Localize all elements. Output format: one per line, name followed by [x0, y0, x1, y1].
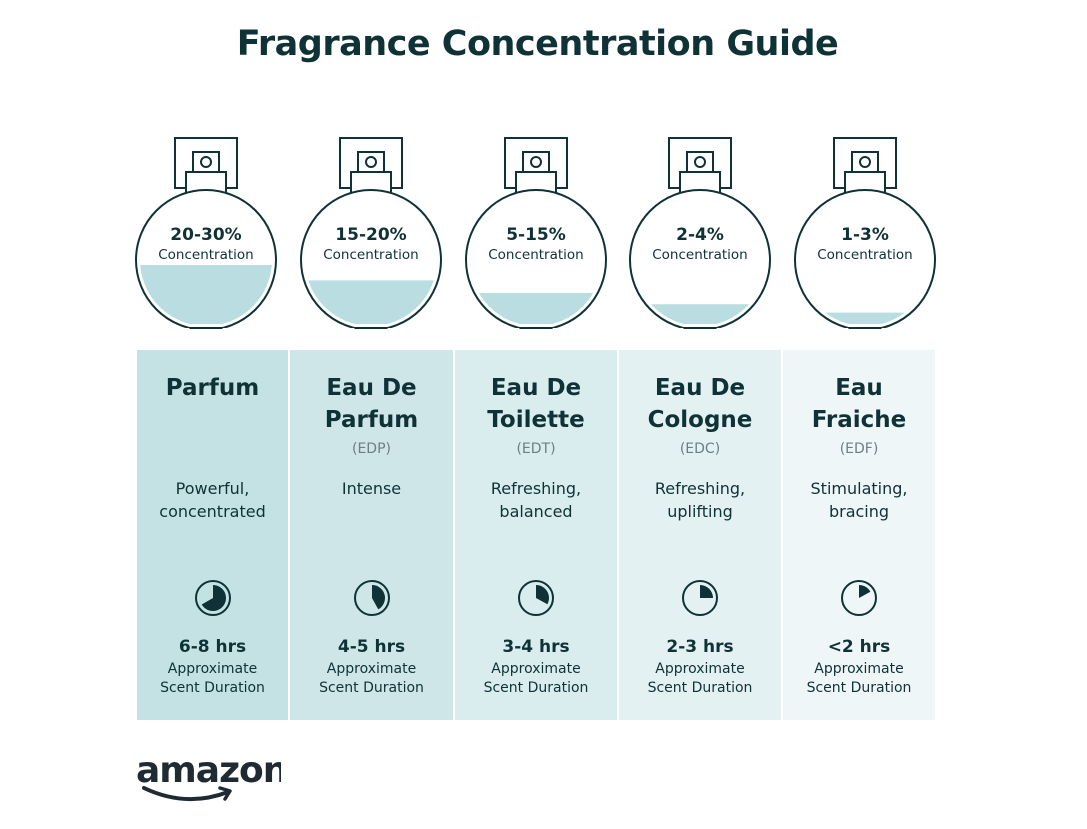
- duration-value: <2 hrs: [827, 637, 891, 657]
- clock-icon: [841, 580, 877, 616]
- fragrance-name: Eau De Parfum: [324, 375, 419, 433]
- duration-value: 2-3 hrs: [666, 637, 734, 657]
- column-1: Eau De Parfum (EDP) Intense 4-5 hrs Appro…: [290, 350, 453, 720]
- amazon-logo: amazon: [136, 748, 288, 808]
- duration-label: Approximate Scent Duration: [160, 661, 265, 696]
- concentration-label: Concentration: [323, 247, 419, 263]
- clock-fill: [371, 585, 385, 610]
- bottle-4: 1-3% Concentration: [785, 130, 945, 344]
- fragrance-description: Refreshing, balanced: [490, 479, 582, 521]
- bottle-liquid: [634, 304, 766, 324]
- column-2: Eau De Toilette (EDT) Refreshing, balanced…: [455, 350, 617, 720]
- bottle-liquid: [140, 265, 272, 324]
- column-3: Eau De Cologne (EDC) Refreshing, uplifting…: [619, 350, 781, 720]
- page-title: Fragrance Concentration Guide: [236, 24, 839, 64]
- clock-icon: [682, 580, 718, 616]
- fragrance-name: Eau De Toilette: [487, 375, 585, 433]
- clock-fill: [536, 585, 549, 605]
- bottle-1: 15-20% Concentration: [291, 130, 451, 344]
- bottle-liquid: [799, 312, 931, 324]
- duration-value: 6-8 hrs: [178, 637, 247, 657]
- bottle-body: [629, 189, 771, 328]
- fragrance-description: Powerful, concentrated: [159, 479, 266, 521]
- duration-label: Approximate Scent Duration: [647, 661, 753, 696]
- concentration-value: 2-4%: [676, 225, 724, 245]
- fragrance-name: Eau De Cologne: [647, 375, 753, 433]
- fragrance-abbr: (EDC): [679, 441, 721, 457]
- clock-fill: [201, 585, 226, 611]
- concentration-label: Concentration: [488, 247, 584, 263]
- bottle-3: 2-4% Concentration: [620, 130, 780, 344]
- fragrance-abbr: (EDT): [516, 441, 556, 457]
- clock-icon: [194, 580, 231, 616]
- fragrance-name: Eau Fraiche: [811, 375, 907, 433]
- bottle-0: 20-30% Concentration: [126, 130, 286, 344]
- column-0: Parfum Powerful, concentrated 6-8 hrs App…: [137, 350, 288, 720]
- fragrance-description: Refreshing, uplifting: [654, 479, 746, 521]
- column-4: Eau Fraiche (EDF) Stimulating, bracing <2 …: [783, 350, 935, 720]
- bottle-body: [794, 189, 936, 328]
- clock-icon: [518, 580, 554, 616]
- clock-fill: [700, 585, 713, 598]
- fragrance-abbr: (EDF): [839, 441, 879, 457]
- fragrance-abbr: (EDP): [352, 441, 391, 457]
- bottle-2: 5-15% Concentration: [456, 130, 616, 344]
- fragrance-description: Intense: [341, 479, 402, 498]
- concentration-value: 15-20%: [335, 225, 406, 245]
- clock-fill: [859, 585, 871, 598]
- duration-value: 4-5 hrs: [337, 637, 406, 657]
- concentration-value: 1-3%: [841, 225, 889, 245]
- duration-label: Approximate Scent Duration: [319, 661, 424, 696]
- fragrance-description: Stimulating, bracing: [810, 479, 908, 521]
- duration-label: Approximate Scent Duration: [806, 661, 912, 696]
- duration-value: 3-4 hrs: [502, 637, 570, 657]
- concentration-value: 20-30%: [170, 225, 241, 245]
- logo-wordmark: amazon: [136, 750, 281, 791]
- concentration-label: Concentration: [817, 247, 913, 263]
- duration-label: Approximate Scent Duration: [483, 661, 589, 696]
- concentration-value: 5-15%: [506, 225, 566, 245]
- clock-icon: [353, 580, 390, 616]
- concentration-label: Concentration: [158, 247, 254, 263]
- fragrance-name: Parfum: [165, 375, 260, 401]
- concentration-label: Concentration: [652, 247, 748, 263]
